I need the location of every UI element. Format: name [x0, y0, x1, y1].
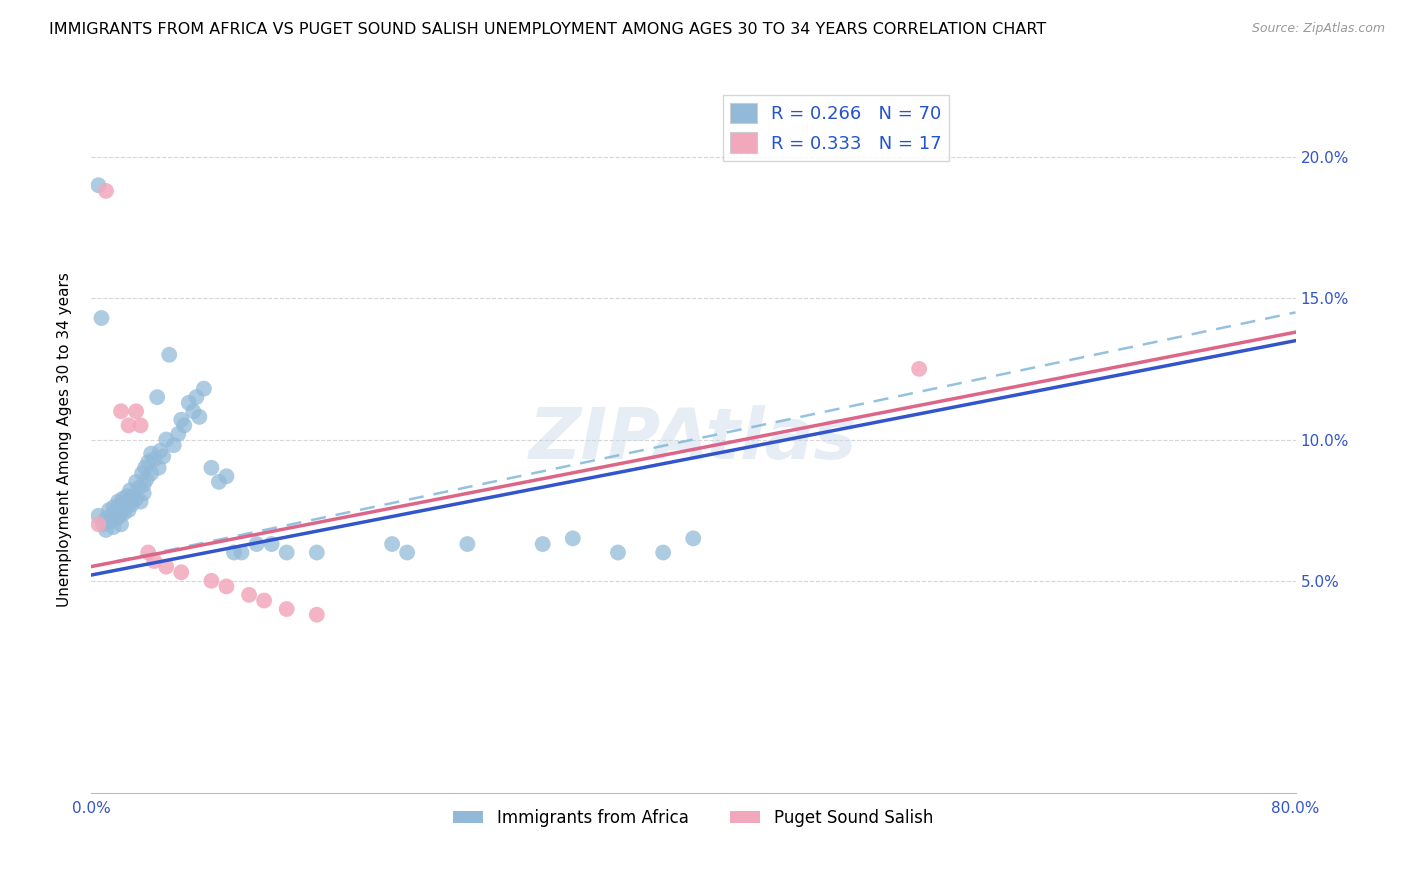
Point — [114, 500, 136, 515]
Point — [146, 390, 169, 404]
Point — [132, 486, 155, 500]
Point — [208, 475, 231, 489]
Point — [238, 588, 260, 602]
Point — [167, 426, 190, 441]
Point — [231, 545, 253, 559]
Point — [260, 537, 283, 551]
Point — [276, 545, 298, 559]
Point — [98, 503, 121, 517]
Point — [276, 602, 298, 616]
Point — [131, 467, 153, 481]
Point — [173, 418, 195, 433]
Point — [111, 491, 134, 506]
Point — [155, 433, 177, 447]
Point — [120, 483, 142, 498]
Point — [188, 409, 211, 424]
Point — [91, 517, 114, 532]
Point — [253, 593, 276, 607]
Point — [90, 311, 112, 326]
Point — [163, 438, 186, 452]
Point — [121, 498, 143, 512]
Point — [115, 489, 138, 503]
Point — [155, 559, 177, 574]
Point — [125, 404, 148, 418]
Point — [193, 382, 215, 396]
Point — [125, 491, 148, 506]
Point — [110, 404, 132, 418]
Point — [129, 494, 152, 508]
Point — [136, 545, 159, 559]
Point — [456, 537, 478, 551]
Point — [183, 404, 205, 418]
Point — [129, 418, 152, 433]
Point — [110, 517, 132, 532]
Point — [170, 566, 193, 580]
Point — [222, 545, 245, 559]
Point — [607, 545, 630, 559]
Point — [245, 537, 267, 551]
Point — [107, 494, 129, 508]
Point — [94, 523, 117, 537]
Y-axis label: Unemployment Among Ages 30 to 34 years: Unemployment Among Ages 30 to 34 years — [58, 272, 72, 607]
Point — [170, 413, 193, 427]
Point — [103, 500, 125, 515]
Point — [141, 467, 163, 481]
Point — [103, 506, 125, 520]
Point — [117, 494, 139, 508]
Point — [186, 390, 208, 404]
Text: Source: ZipAtlas.com: Source: ZipAtlas.com — [1251, 22, 1385, 36]
Point — [200, 460, 222, 475]
Point — [682, 532, 704, 546]
Point — [561, 532, 583, 546]
Point — [125, 475, 148, 489]
Point — [141, 447, 163, 461]
Point — [396, 545, 419, 559]
Point — [112, 506, 135, 520]
Point — [908, 362, 931, 376]
Point — [132, 477, 155, 491]
Point — [215, 469, 238, 483]
Point — [531, 537, 554, 551]
Text: IMMIGRANTS FROM AFRICA VS PUGET SOUND SALISH UNEMPLOYMENT AMONG AGES 30 TO 34 YE: IMMIGRANTS FROM AFRICA VS PUGET SOUND SA… — [49, 22, 1046, 37]
Point — [87, 517, 110, 532]
Point — [103, 520, 125, 534]
Point — [305, 545, 328, 559]
Point — [108, 508, 131, 523]
Point — [148, 460, 170, 475]
Point — [136, 455, 159, 469]
Point — [215, 579, 238, 593]
Point — [87, 178, 110, 193]
Point — [157, 348, 180, 362]
Point — [200, 574, 222, 588]
Point — [652, 545, 675, 559]
Point — [110, 498, 132, 512]
Point — [117, 418, 139, 433]
Point — [134, 460, 156, 475]
Point — [87, 508, 110, 523]
Point — [135, 472, 157, 486]
Text: ZIPAtlas: ZIPAtlas — [529, 405, 858, 474]
Point — [94, 184, 117, 198]
Point — [94, 511, 117, 525]
Point — [100, 515, 122, 529]
Point — [305, 607, 328, 622]
Point — [128, 481, 150, 495]
Point — [143, 452, 166, 467]
Legend: Immigrants from Africa, Puget Sound Salish: Immigrants from Africa, Puget Sound Sali… — [447, 803, 939, 834]
Point — [143, 554, 166, 568]
Point — [117, 503, 139, 517]
Point — [152, 450, 174, 464]
Point — [381, 537, 404, 551]
Point — [149, 443, 172, 458]
Point — [105, 511, 128, 525]
Point — [122, 489, 145, 503]
Point — [177, 396, 200, 410]
